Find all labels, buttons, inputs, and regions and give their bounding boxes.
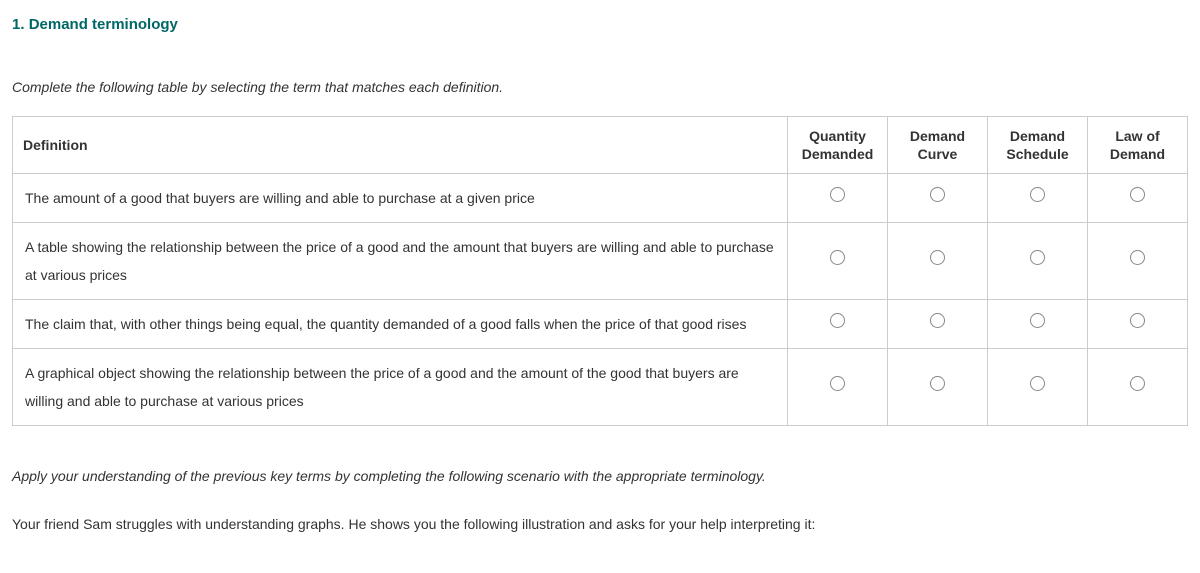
radio-button[interactable] [930, 313, 945, 328]
table-row: A table showing the relationship between… [13, 222, 1188, 299]
definition-cell: The amount of a good that buyers are wil… [13, 173, 788, 222]
option-header-line: Quantity [809, 128, 866, 144]
table-row: The claim that, with other things being … [13, 299, 1188, 348]
option-header-line: Law of [1115, 128, 1159, 144]
option-header-law-of-demand: Law of Demand [1088, 116, 1188, 173]
option-header-demand-curve: Demand Curve [888, 116, 988, 173]
scenario-instruction: Apply your understanding of the previous… [12, 466, 1188, 487]
radio-button[interactable] [930, 250, 945, 265]
definition-cell: The claim that, with other things being … [13, 299, 788, 348]
option-header-line: Demand [1110, 146, 1165, 162]
radio-button[interactable] [1130, 187, 1145, 202]
radio-button[interactable] [1130, 376, 1145, 391]
table-instruction: Complete the following table by selectin… [12, 77, 1188, 98]
radio-button[interactable] [1030, 313, 1045, 328]
option-header-line: Curve [918, 146, 958, 162]
definition-header: Definition [13, 116, 788, 173]
radio-button[interactable] [830, 313, 845, 328]
option-header-line: Schedule [1006, 146, 1068, 162]
question-title: 1. Demand terminology [12, 14, 1188, 37]
definition-cell: A graphical object showing the relations… [13, 348, 788, 425]
definition-cell: A table showing the relationship between… [13, 222, 788, 299]
option-header-demand-schedule: Demand Schedule [988, 116, 1088, 173]
radio-button[interactable] [930, 187, 945, 202]
radio-button[interactable] [1030, 250, 1045, 265]
radio-button[interactable] [830, 376, 845, 391]
definition-table: Definition Quantity Demanded Demand Curv… [12, 116, 1188, 426]
radio-button[interactable] [830, 250, 845, 265]
radio-button[interactable] [1130, 250, 1145, 265]
table-row: The amount of a good that buyers are wil… [13, 173, 1188, 222]
radio-button[interactable] [830, 187, 845, 202]
radio-button[interactable] [1030, 376, 1045, 391]
radio-button[interactable] [1030, 187, 1045, 202]
question-number: 1. [12, 16, 25, 33]
table-header-row: Definition Quantity Demanded Demand Curv… [13, 116, 1188, 173]
question-title-text: Demand terminology [29, 16, 178, 33]
scenario-text: Your friend Sam struggles with understan… [12, 513, 1188, 535]
option-header-line: Demand [910, 128, 965, 144]
radio-button[interactable] [1130, 313, 1145, 328]
radio-button[interactable] [930, 376, 945, 391]
table-row: A graphical object showing the relations… [13, 348, 1188, 425]
option-header-quantity-demanded: Quantity Demanded [788, 116, 888, 173]
option-header-line: Demanded [802, 146, 874, 162]
option-header-line: Demand [1010, 128, 1065, 144]
